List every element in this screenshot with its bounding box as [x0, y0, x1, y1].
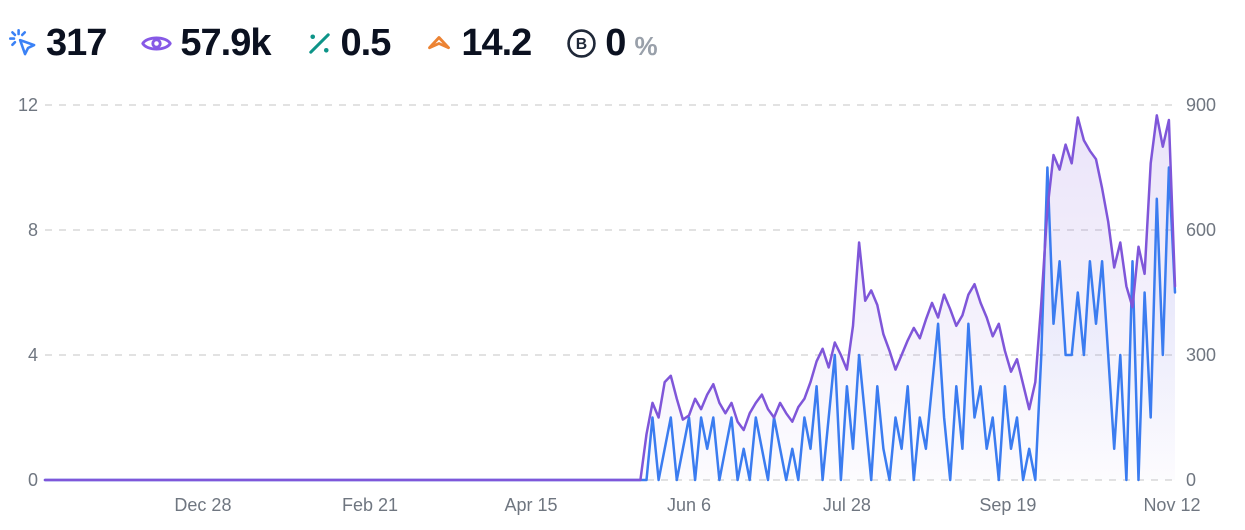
clicks-value: 317	[46, 22, 107, 64]
stat-impressions[interactable]: 57.9k	[140, 22, 272, 64]
eye-icon	[140, 27, 173, 60]
x-axis-tick-label: Nov 12	[1143, 495, 1200, 515]
stat-ctr[interactable]: 0.5	[305, 24, 391, 62]
x-axis-tick-label: Sep 19	[979, 495, 1036, 515]
circled-b-icon: B	[565, 27, 598, 60]
right-axis-tick-label: 900	[1186, 95, 1216, 115]
stat-branded[interactable]: B 0 %	[565, 22, 658, 64]
impressions-area	[45, 115, 1175, 481]
x-axis-tick-label: Jul 28	[823, 495, 871, 515]
right-axis-tick-label: 600	[1186, 220, 1216, 240]
x-axis-tick-label: Jun 6	[667, 495, 711, 515]
branded-value: 0	[605, 22, 626, 64]
stat-position[interactable]: 14.2	[424, 22, 532, 64]
right-axis-tick-label: 0	[1186, 470, 1196, 490]
svg-text:B: B	[576, 36, 587, 53]
stat-clicks[interactable]: 317	[8, 22, 107, 64]
position-value: 14.2	[461, 22, 532, 64]
percent-icon	[305, 29, 334, 58]
impressions-value: 57.9k	[180, 22, 271, 64]
x-axis-tick-label: Dec 28	[174, 495, 231, 515]
x-axis-tick-label: Apr 15	[504, 495, 557, 515]
x-axis-tick-label: Feb 21	[342, 495, 398, 515]
left-axis-tick-label: 8	[28, 220, 38, 240]
impressions-line	[43, 114, 1177, 482]
cursor-click-icon	[8, 28, 39, 59]
left-axis-tick-label: 4	[28, 345, 38, 365]
left-axis-tick-label: 12	[18, 95, 38, 115]
branded-percent-suffix: %	[634, 31, 658, 61]
left-axis-tick-label: 0	[28, 470, 38, 490]
stats-row: 317 57.9k 0.5	[8, 24, 658, 62]
position-arrow-icon	[424, 28, 454, 58]
right-axis-tick-label: 300	[1186, 345, 1216, 365]
ctr-value: 0.5	[340, 22, 392, 64]
